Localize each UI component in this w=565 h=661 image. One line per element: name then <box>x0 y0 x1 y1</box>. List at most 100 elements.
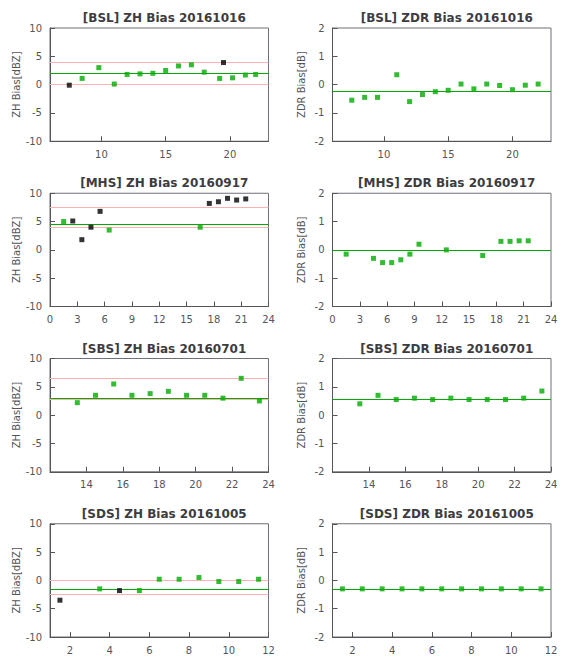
svg-text:-5: -5 <box>32 603 42 614</box>
svg-text:[BSL] ZH Bias 20161016: [BSL] ZH Bias 20161016 <box>83 11 246 25</box>
svg-text:-10: -10 <box>26 466 42 477</box>
svg-text:24: 24 <box>545 314 558 325</box>
svg-text:5: 5 <box>36 216 42 227</box>
svg-text:-5: -5 <box>32 273 42 284</box>
svg-text:-5: -5 <box>32 107 42 118</box>
svg-text:16: 16 <box>116 479 129 490</box>
svg-text:22: 22 <box>226 479 239 490</box>
svg-text:14: 14 <box>80 479 93 490</box>
svg-text:-5: -5 <box>32 438 42 449</box>
svg-text:-1: -1 <box>315 438 325 449</box>
svg-text:10: 10 <box>29 188 42 199</box>
svg-text:1: 1 <box>318 51 324 62</box>
svg-text:22: 22 <box>508 479 521 490</box>
svg-text:0: 0 <box>36 575 42 586</box>
svg-text:20: 20 <box>472 479 485 490</box>
svg-text:18: 18 <box>435 479 448 490</box>
svg-text:ZH Bias[dBZ]: ZH Bias[dBZ] <box>11 217 22 283</box>
svg-text:[BSL] ZDR Bias 20161016: [BSL] ZDR Bias 20161016 <box>361 11 533 25</box>
svg-text:-1: -1 <box>315 273 325 284</box>
svg-text:6: 6 <box>146 645 152 656</box>
svg-text:[SBS] ZH Bias 20160701: [SBS] ZH Bias 20160701 <box>82 342 246 356</box>
svg-text:16: 16 <box>399 479 412 490</box>
svg-text:15: 15 <box>463 314 476 325</box>
svg-text:18: 18 <box>490 314 503 325</box>
svg-text:2: 2 <box>67 645 73 656</box>
svg-text:-2: -2 <box>315 301 325 312</box>
svg-text:3: 3 <box>357 314 363 325</box>
svg-text:18: 18 <box>208 314 221 325</box>
svg-text:-10: -10 <box>26 136 42 147</box>
svg-text:14: 14 <box>363 479 376 490</box>
svg-text:4: 4 <box>389 645 395 656</box>
svg-text:12: 12 <box>262 645 275 656</box>
svg-text:8: 8 <box>468 645 474 656</box>
svg-text:15: 15 <box>159 149 172 160</box>
svg-text:[SDS] ZDR Bias 20161005: [SDS] ZDR Bias 20161005 <box>360 507 534 521</box>
svg-text:24: 24 <box>262 479 275 490</box>
svg-text:20: 20 <box>224 149 237 160</box>
svg-text:[MHS] ZH Bias 20160917: [MHS] ZH Bias 20160917 <box>80 176 248 190</box>
svg-text:12: 12 <box>545 645 558 656</box>
svg-text:0: 0 <box>318 244 324 255</box>
svg-text:10: 10 <box>29 518 42 529</box>
svg-text:-2: -2 <box>315 632 325 643</box>
svg-text:15: 15 <box>442 149 455 160</box>
svg-text:2: 2 <box>318 518 324 529</box>
svg-text:3: 3 <box>74 314 80 325</box>
svg-text:1: 1 <box>318 216 324 227</box>
svg-text:20: 20 <box>189 479 202 490</box>
svg-text:10: 10 <box>95 149 108 160</box>
svg-text:0: 0 <box>329 314 335 325</box>
svg-text:9: 9 <box>129 314 135 325</box>
svg-text:6: 6 <box>384 314 390 325</box>
svg-text:15: 15 <box>180 314 193 325</box>
svg-text:4: 4 <box>106 645 112 656</box>
svg-text:-2: -2 <box>315 466 325 477</box>
svg-text:-10: -10 <box>26 301 42 312</box>
svg-text:ZH Bias[dBZ]: ZH Bias[dBZ] <box>11 547 22 613</box>
svg-text:-1: -1 <box>315 603 325 614</box>
svg-text:10: 10 <box>378 149 391 160</box>
svg-text:0: 0 <box>36 244 42 255</box>
svg-text:[MHS] ZDR Bias 20160917: [MHS] ZDR Bias 20160917 <box>358 176 535 190</box>
svg-text:5: 5 <box>36 381 42 392</box>
svg-text:ZH Bias[dBZ]: ZH Bias[dBZ] <box>11 382 22 448</box>
svg-text:ZDR Bias[dB]: ZDR Bias[dB] <box>296 382 307 449</box>
svg-text:-1: -1 <box>315 107 325 118</box>
svg-text:21: 21 <box>235 314 248 325</box>
svg-text:2: 2 <box>318 353 324 364</box>
svg-text:1: 1 <box>318 381 324 392</box>
svg-text:6: 6 <box>101 314 107 325</box>
svg-text:ZDR Bias[dB]: ZDR Bias[dB] <box>296 51 307 118</box>
svg-text:24: 24 <box>262 314 275 325</box>
svg-text:18: 18 <box>153 479 166 490</box>
svg-text:5: 5 <box>36 547 42 558</box>
svg-text:-2: -2 <box>315 136 325 147</box>
svg-text:[SBS] ZDR Bias 20160701: [SBS] ZDR Bias 20160701 <box>360 342 533 356</box>
svg-text:24: 24 <box>545 479 558 490</box>
svg-text:0: 0 <box>318 575 324 586</box>
svg-text:[SDS] ZH Bias 20161005: [SDS] ZH Bias 20161005 <box>82 507 247 521</box>
svg-text:10: 10 <box>29 353 42 364</box>
svg-text:2: 2 <box>318 188 324 199</box>
svg-text:20: 20 <box>506 149 519 160</box>
svg-text:12: 12 <box>153 314 166 325</box>
svg-text:12: 12 <box>435 314 448 325</box>
svg-text:5: 5 <box>36 51 42 62</box>
svg-text:10: 10 <box>222 645 235 656</box>
svg-text:8: 8 <box>186 645 192 656</box>
svg-text:2: 2 <box>349 645 355 656</box>
svg-text:-10: -10 <box>26 632 42 643</box>
svg-text:0: 0 <box>318 79 324 90</box>
svg-text:0: 0 <box>36 410 42 421</box>
svg-text:10: 10 <box>505 645 518 656</box>
svg-text:0: 0 <box>318 410 324 421</box>
svg-text:ZH Bias[dBZ]: ZH Bias[dBZ] <box>11 51 22 117</box>
svg-text:10: 10 <box>29 23 42 34</box>
svg-text:0: 0 <box>36 79 42 90</box>
svg-text:2: 2 <box>318 23 324 34</box>
svg-text:21: 21 <box>517 314 530 325</box>
svg-text:6: 6 <box>429 645 435 656</box>
svg-text:ZDR Bias[dB]: ZDR Bias[dB] <box>296 547 307 614</box>
